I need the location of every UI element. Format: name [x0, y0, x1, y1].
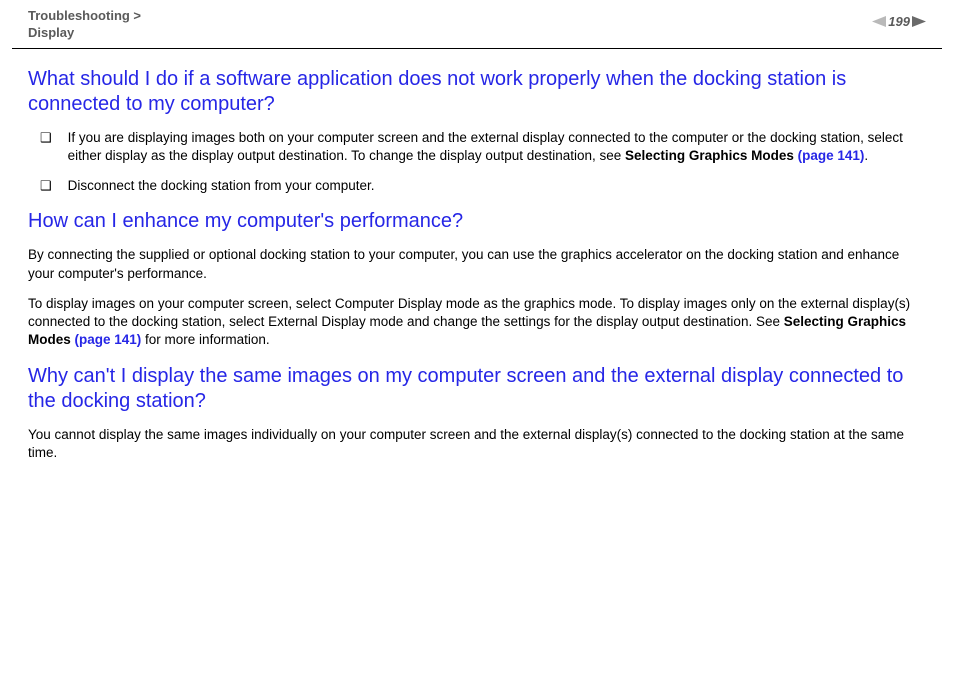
text-run: To display images on your computer scree… — [28, 296, 910, 329]
text-run: Disconnect the docking station from your… — [68, 178, 375, 193]
paragraph: By connecting the supplied or optional d… — [28, 246, 926, 282]
next-page-icon[interactable] — [912, 16, 926, 27]
breadcrumb: Troubleshooting > Display — [28, 8, 141, 42]
bold-run: Selecting Graphics Modes — [625, 148, 798, 163]
page-number: 199 — [888, 14, 910, 29]
bullet-icon: ❑ — [40, 178, 52, 194]
page-content: What should I do if a software applicati… — [0, 49, 954, 462]
section-heading: How can I enhance my computer's performa… — [28, 209, 926, 234]
text-run: . — [864, 148, 868, 163]
list-item: ❑ If you are displaying images both on y… — [28, 129, 926, 165]
list-item: ❑ Disconnect the docking station from yo… — [28, 177, 926, 195]
page-header: Troubleshooting > Display 199 — [0, 0, 954, 48]
section-heading: Why can't I display the same images on m… — [28, 364, 926, 414]
paragraph: To display images on your computer scree… — [28, 295, 926, 350]
breadcrumb-line2: Display — [28, 25, 141, 42]
page-nav: 199 — [872, 14, 926, 29]
bullet-text: Disconnect the docking station from your… — [68, 177, 375, 195]
bullet-text: If you are displaying images both on you… — [68, 129, 926, 165]
page-link[interactable]: (page 141) — [798, 148, 865, 163]
paragraph: You cannot display the same images indiv… — [28, 426, 926, 462]
text-run: By connecting the supplied or optional d… — [28, 247, 899, 280]
text-run: You cannot display the same images indiv… — [28, 427, 904, 460]
text-run: for more information. — [141, 332, 269, 347]
page-link[interactable]: (page 141) — [75, 332, 142, 347]
prev-page-icon[interactable] — [872, 16, 886, 27]
breadcrumb-line1: Troubleshooting > — [28, 8, 141, 25]
section-heading: What should I do if a software applicati… — [28, 67, 926, 117]
bullet-icon: ❑ — [40, 130, 52, 146]
